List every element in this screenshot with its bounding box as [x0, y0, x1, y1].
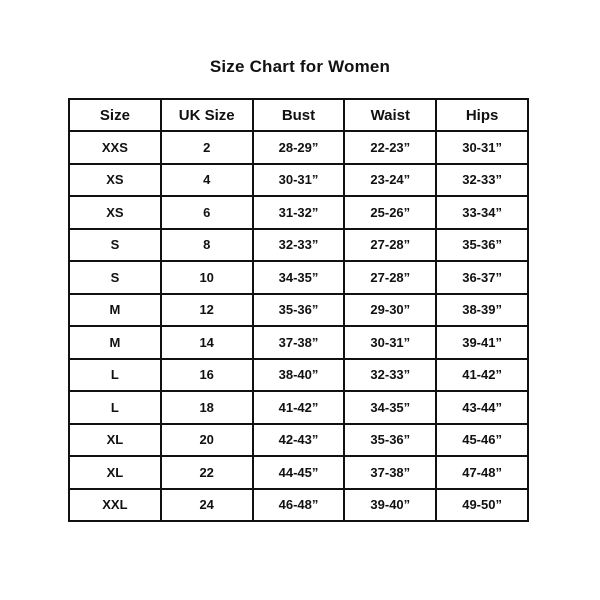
cell-hips: 30-31”	[435, 130, 529, 165]
cell-uk-size: 16	[159, 357, 254, 392]
cell-bust: 30-31”	[251, 162, 346, 197]
cell-waist: 29-30”	[343, 292, 438, 327]
cell-hips: 47-48”	[435, 455, 529, 490]
cell-bust: 46-48”	[251, 487, 346, 522]
cell-uk-size: 14	[159, 325, 254, 360]
cell-hips: 49-50”	[435, 487, 529, 522]
cell-size: S	[68, 260, 162, 295]
cell-size: S	[68, 227, 162, 262]
cell-size: XS	[68, 195, 162, 230]
cell-bust: 38-40”	[251, 357, 346, 392]
column-header-waist: Waist	[343, 98, 438, 132]
cell-hips: 32-33”	[435, 162, 529, 197]
cell-waist: 34-35”	[343, 390, 438, 425]
cell-waist: 22-23”	[343, 130, 438, 165]
cell-bust: 42-43”	[251, 422, 346, 457]
cell-hips: 36-37”	[435, 260, 529, 295]
cell-bust: 31-32”	[251, 195, 346, 230]
cell-size: XXL	[68, 487, 162, 522]
cell-uk-size: 12	[159, 292, 254, 327]
table-row: S 10 34-35” 27-28” 36-37”	[68, 260, 529, 295]
cell-hips: 41-42”	[435, 357, 529, 392]
cell-bust: 28-29”	[251, 130, 346, 165]
cell-size: L	[68, 357, 162, 392]
cell-waist: 27-28”	[343, 260, 438, 295]
cell-size: XS	[68, 162, 162, 197]
table-row: L 18 41-42” 34-35” 43-44”	[68, 390, 529, 425]
cell-hips: 35-36”	[435, 227, 529, 262]
table-row: S 8 32-33” 27-28” 35-36”	[68, 227, 529, 262]
cell-waist: 25-26”	[343, 195, 438, 230]
cell-waist: 30-31”	[343, 325, 438, 360]
column-header-hips: Hips	[435, 98, 529, 132]
cell-uk-size: 18	[159, 390, 254, 425]
cell-bust: 41-42”	[251, 390, 346, 425]
cell-waist: 35-36”	[343, 422, 438, 457]
table-row: XL 20 42-43” 35-36” 45-46”	[68, 422, 529, 457]
cell-size: XL	[68, 422, 162, 457]
table-row: XXS 2 28-29” 22-23” 30-31”	[68, 130, 529, 165]
table-row: XXL 24 46-48” 39-40” 49-50”	[68, 487, 529, 522]
cell-bust: 44-45”	[251, 455, 346, 490]
cell-size: XXS	[68, 130, 162, 165]
cell-hips: 39-41”	[435, 325, 529, 360]
cell-bust: 37-38”	[251, 325, 346, 360]
column-header-size: Size	[68, 98, 162, 132]
table-row: L 16 38-40” 32-33” 41-42”	[68, 357, 529, 392]
cell-uk-size: 2	[159, 130, 254, 165]
cell-uk-size: 4	[159, 162, 254, 197]
size-chart-table: Size UK Size Bust Waist Hips XXS 2 28-29…	[68, 98, 529, 522]
cell-size: M	[68, 292, 162, 327]
cell-uk-size: 24	[159, 487, 254, 522]
cell-hips: 38-39”	[435, 292, 529, 327]
cell-waist: 32-33”	[343, 357, 438, 392]
cell-waist: 39-40”	[343, 487, 438, 522]
cell-bust: 34-35”	[251, 260, 346, 295]
header-row: Size UK Size Bust Waist Hips	[68, 98, 529, 132]
table-row: XS 6 31-32” 25-26” 33-34”	[68, 195, 529, 230]
cell-hips: 33-34”	[435, 195, 529, 230]
cell-uk-size: 20	[159, 422, 254, 457]
table-row: XL 22 44-45” 37-38” 47-48”	[68, 455, 529, 490]
cell-bust: 32-33”	[251, 227, 346, 262]
cell-uk-size: 8	[159, 227, 254, 262]
page-title: Size Chart for Women	[209, 57, 391, 76]
cell-waist: 23-24”	[343, 162, 438, 197]
cell-size: M	[68, 325, 162, 360]
cell-uk-size: 6	[159, 195, 254, 230]
cell-hips: 43-44”	[435, 390, 529, 425]
table-row: M 14 37-38” 30-31” 39-41”	[68, 325, 529, 360]
column-header-uk-size: UK Size	[159, 98, 254, 132]
cell-waist: 37-38”	[343, 455, 438, 490]
cell-uk-size: 22	[159, 455, 254, 490]
table-row: XS 4 30-31” 23-24” 32-33”	[68, 162, 529, 197]
table-row: M 12 35-36” 29-30” 38-39”	[68, 292, 529, 327]
column-header-bust: Bust	[251, 98, 346, 132]
cell-uk-size: 10	[159, 260, 254, 295]
cell-bust: 35-36”	[251, 292, 346, 327]
cell-size: XL	[68, 455, 162, 490]
cell-size: L	[68, 390, 162, 425]
cell-waist: 27-28”	[343, 227, 438, 262]
cell-hips: 45-46”	[435, 422, 529, 457]
